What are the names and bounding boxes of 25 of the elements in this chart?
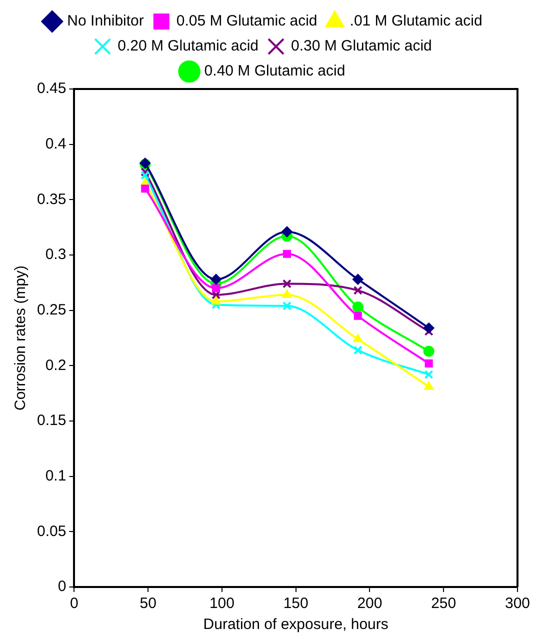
y-tick-label: 0.35 [36, 190, 66, 208]
legend-label: .01 M Glutamic acid [350, 12, 482, 30]
legend-label: 0.05 M Glutamic acid [176, 12, 318, 30]
y-tick-label: 0.45 [36, 80, 66, 98]
y-axis-title: Corrosion rates (mpy) [12, 265, 30, 411]
legend-label: No Inhibitor [67, 12, 144, 30]
y-tick-label: 0.2 [45, 356, 66, 374]
y-tick-label: 0 [58, 578, 66, 596]
x-tick-label: 100 [209, 595, 234, 612]
legend-label: 0.20 M Glutamic acid [118, 38, 258, 55]
x-tick-label: 0 [70, 595, 78, 612]
legend-label: 0.40 M Glutamic acid [204, 62, 346, 80]
y-tick-label: 0.05 [36, 522, 66, 540]
y-tick-label: 0.1 [45, 467, 66, 484]
x-tick-label: 250 [431, 595, 456, 612]
legend-label: 0.30 M Glutamic acid [291, 38, 432, 55]
x-axis-title: Duration of exposure, hours [203, 616, 388, 634]
y-tick-label: 0.4 [45, 135, 66, 152]
y-tick-label: 0.25 [36, 301, 66, 318]
x-tick-label: 150 [283, 595, 308, 612]
y-tick-label: 0.3 [45, 246, 66, 264]
x-tick-label: 200 [357, 595, 382, 612]
x-tick-label: 300 [504, 595, 530, 612]
y-tick-label: 0.15 [36, 412, 66, 430]
x-tick-label: 50 [140, 595, 156, 612]
